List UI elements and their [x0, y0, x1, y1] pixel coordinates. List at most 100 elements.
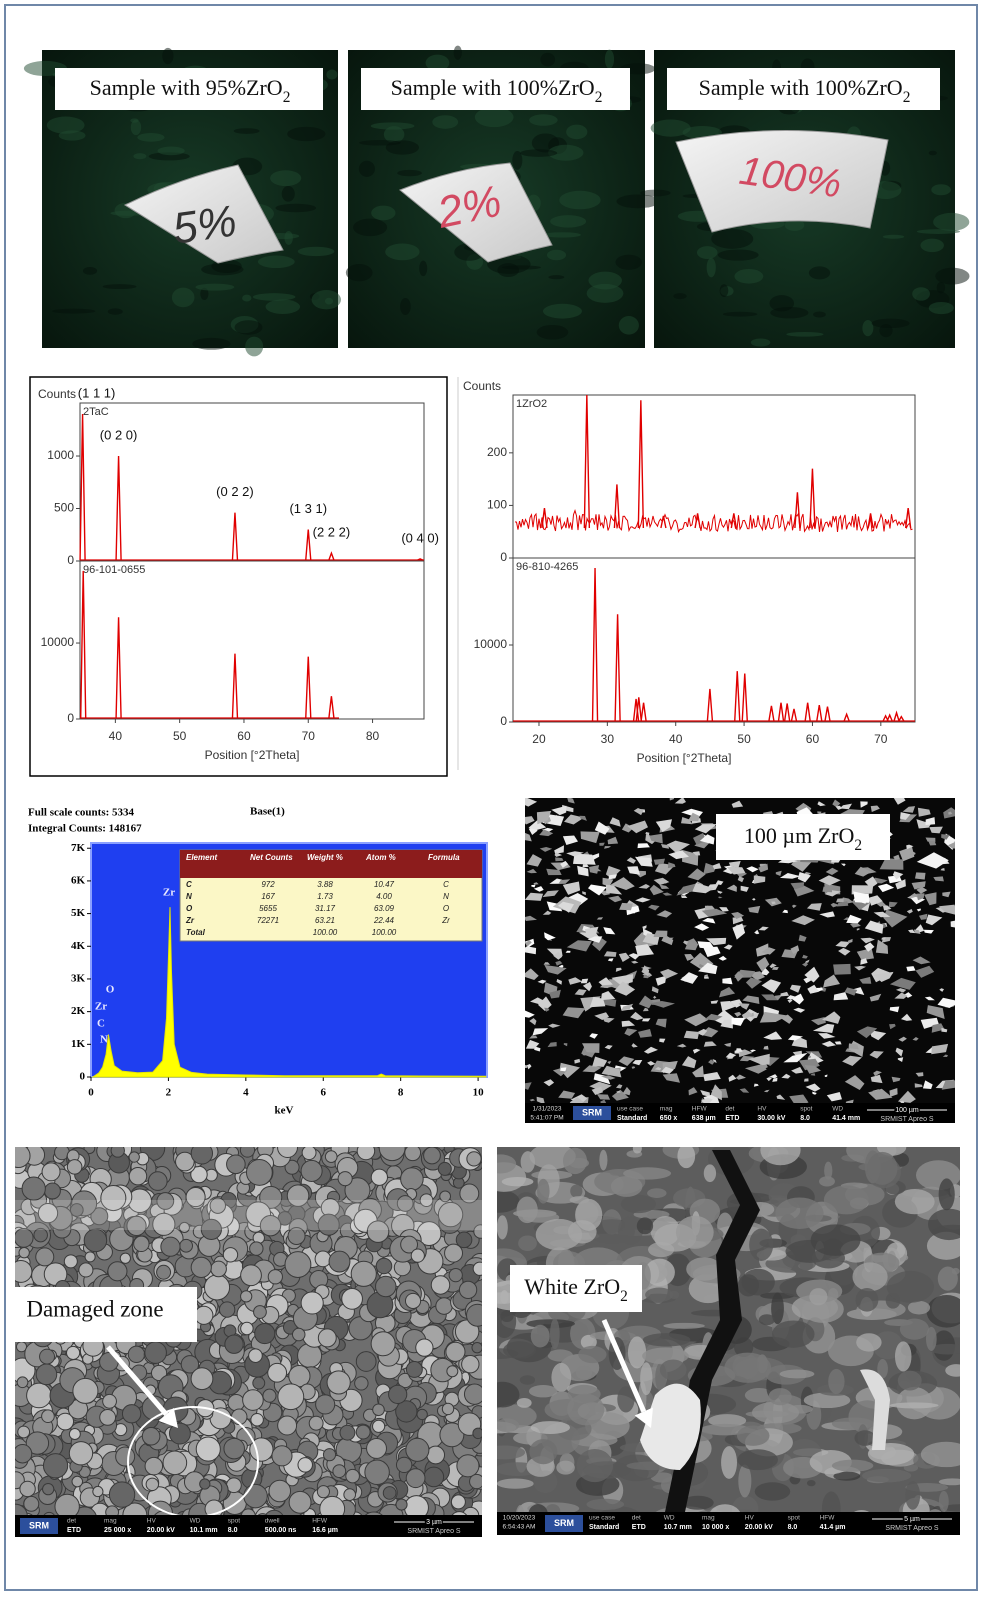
cloth-texture	[137, 133, 165, 142]
surface-feature	[530, 1421, 571, 1434]
particle	[810, 1073, 816, 1076]
particle	[635, 897, 651, 903]
particle	[804, 1065, 821, 1074]
particle	[889, 1088, 898, 1097]
particle	[893, 798, 906, 805]
cloth-texture	[58, 130, 86, 141]
particle	[661, 1066, 674, 1074]
grain	[319, 1495, 346, 1515]
x-tick-label: 70	[874, 732, 888, 746]
table-cell: Zr	[185, 916, 195, 925]
grain	[426, 1445, 446, 1465]
particle	[819, 911, 835, 918]
cloth-texture	[234, 320, 263, 335]
particle	[549, 878, 563, 884]
grain	[168, 1422, 191, 1445]
grain	[240, 1508, 256, 1515]
arrow-shaft	[601, 1319, 647, 1413]
grain	[472, 1427, 482, 1440]
grain	[23, 1495, 40, 1512]
cloth-texture	[130, 119, 142, 136]
grain	[354, 1376, 369, 1391]
particle	[869, 1029, 887, 1041]
grain	[180, 1355, 200, 1374]
label-box	[716, 814, 890, 860]
particle	[906, 844, 914, 850]
surface-feature	[821, 1491, 841, 1512]
particle	[526, 854, 542, 867]
particle	[655, 1018, 667, 1028]
grain	[68, 1441, 94, 1466]
peak	[231, 653, 239, 719]
surface-feature	[677, 1147, 696, 1169]
surface-feature	[810, 1224, 861, 1256]
particle	[592, 1056, 608, 1067]
particle	[559, 1062, 580, 1079]
cloth-texture	[536, 324, 569, 340]
cloth-texture	[673, 293, 687, 300]
surface-feature	[768, 1388, 792, 1406]
surface-feature	[516, 1397, 532, 1408]
particle	[787, 999, 793, 1003]
cloth-texture	[717, 249, 759, 261]
surface-feature	[779, 1369, 815, 1379]
surface-feature	[738, 1464, 752, 1498]
surface-feature	[907, 1300, 931, 1315]
info-label: mag	[660, 1106, 673, 1113]
particle	[804, 959, 810, 964]
particle	[726, 884, 737, 892]
grain	[43, 1182, 61, 1200]
particle	[692, 882, 715, 894]
grain	[239, 1147, 256, 1158]
particle	[554, 845, 564, 854]
x-tick-label: 0	[88, 1087, 94, 1099]
surface-feature	[617, 1216, 644, 1245]
peak	[541, 507, 548, 529]
table-cell: 63.21	[315, 916, 335, 925]
particle	[666, 840, 690, 853]
particle	[683, 1030, 700, 1040]
cloth-texture	[102, 284, 137, 290]
x-tick-label: 30	[601, 732, 615, 746]
y-tick-label: 10000	[474, 637, 508, 651]
grain	[445, 1341, 466, 1362]
grain	[222, 1247, 239, 1263]
cloth-texture	[192, 337, 231, 350]
grain	[456, 1454, 480, 1478]
particle	[879, 858, 904, 870]
particle	[912, 956, 931, 965]
particle	[741, 1011, 753, 1020]
full-scale-counts: Full scale counts: 5334	[28, 807, 135, 819]
particle	[696, 1028, 708, 1036]
table-cell: O	[443, 904, 449, 913]
grain	[250, 1412, 264, 1427]
cloth-texture	[559, 190, 601, 210]
particle	[854, 965, 866, 971]
surface-feature	[570, 1184, 583, 1198]
particle	[543, 1079, 555, 1087]
grain	[54, 1493, 80, 1515]
surface-feature	[556, 1460, 575, 1475]
surface-feature	[586, 1498, 625, 1510]
surface-feature	[644, 1258, 675, 1287]
cloth-texture	[432, 115, 459, 129]
particle	[760, 967, 770, 976]
particle	[529, 1035, 538, 1039]
cloth-texture	[345, 264, 373, 282]
particle	[525, 892, 544, 901]
cloth-texture	[543, 303, 582, 319]
grain	[439, 1422, 465, 1448]
particle	[779, 873, 801, 879]
peak-label: (0 2 0)	[100, 427, 138, 442]
particle	[560, 860, 569, 868]
particle	[704, 976, 709, 979]
particle	[868, 895, 883, 906]
particle	[553, 951, 563, 960]
particle	[560, 1067, 567, 1072]
peak	[867, 513, 874, 529]
particle	[735, 1048, 743, 1052]
particle	[587, 936, 603, 943]
particle	[780, 991, 789, 997]
cloth-texture	[200, 287, 209, 301]
grain	[410, 1248, 425, 1263]
